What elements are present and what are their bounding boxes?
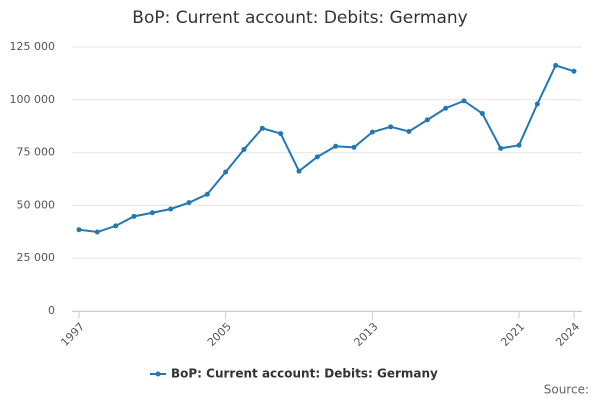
point (443, 105, 449, 111)
point (131, 213, 137, 219)
point (516, 142, 522, 148)
y-tick-label: 75 000 (17, 146, 56, 159)
point (296, 168, 302, 174)
point (149, 210, 155, 216)
point (76, 227, 82, 233)
point (314, 154, 320, 160)
y-tick-label: 125 000 (10, 40, 56, 53)
y-tick-label: 25 000 (17, 251, 56, 264)
point (351, 144, 357, 150)
point (113, 223, 119, 229)
y-tick-label: 0 (48, 304, 55, 317)
y-tick-label: 100 000 (10, 93, 56, 106)
point (94, 229, 100, 235)
point (498, 145, 504, 151)
x-tick-label: 2005 (205, 320, 234, 349)
y-tick-label: 50 000 (17, 198, 56, 211)
point (333, 143, 339, 149)
point (278, 131, 284, 137)
point (553, 62, 559, 68)
point (241, 146, 247, 152)
point (369, 129, 375, 135)
point (479, 111, 485, 117)
x-tick-label: 1997 (58, 320, 87, 349)
x-tick-label: 2024 (553, 320, 582, 349)
point (204, 191, 210, 197)
legend-label: BoP: Current account: Debits: Germany (171, 367, 438, 381)
point (461, 98, 467, 104)
legend-marker (155, 371, 161, 377)
point (168, 206, 174, 212)
point (534, 101, 540, 107)
point (406, 128, 412, 134)
point (186, 200, 192, 206)
source: Source: (544, 383, 589, 397)
point (571, 68, 577, 74)
point (223, 169, 229, 175)
point (388, 124, 394, 130)
x-tick-label: 2013 (352, 320, 381, 349)
line (78, 64, 575, 234)
chart-title: BoP: Current account: Debits: Germany (132, 8, 467, 28)
point (424, 117, 430, 123)
point (259, 125, 265, 131)
x-tick-label: 2021 (498, 320, 527, 349)
